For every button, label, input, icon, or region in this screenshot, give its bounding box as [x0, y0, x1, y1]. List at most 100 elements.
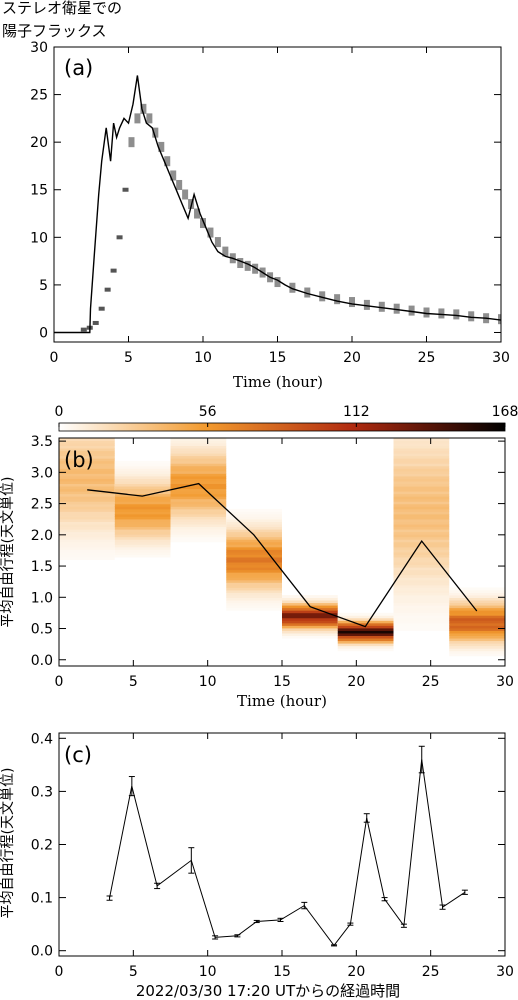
heatmap-cell — [393, 628, 450, 631]
gray-data-point — [200, 218, 206, 229]
heatmap-cell — [393, 455, 450, 459]
y-tick-label: 0.5 — [31, 622, 53, 638]
gray-data-point — [363, 299, 370, 310]
gray-data-point — [182, 189, 189, 200]
gray-data-point — [378, 301, 385, 312]
heatmap-cell — [114, 539, 171, 543]
heatmap-cell — [170, 448, 227, 452]
heatmap-cell — [114, 468, 171, 472]
heatmap-cell — [337, 620, 394, 624]
x-tick-label: 0 — [50, 350, 59, 366]
heatmap-cell — [59, 440, 115, 444]
heatmap-cell — [282, 600, 338, 604]
heatmap-cell — [59, 448, 115, 452]
heatmap-cell — [226, 549, 282, 553]
heatmap-cell — [393, 587, 450, 591]
heatmap-cell — [59, 514, 115, 517]
heatmap-cell — [337, 628, 394, 631]
heatmap-cell — [393, 592, 450, 596]
heatmap-cell — [114, 506, 171, 510]
heatmap-cell — [393, 534, 450, 538]
heatmap-cell — [114, 476, 171, 479]
heatmap-cell — [226, 554, 282, 558]
heatmap-cell — [226, 519, 282, 522]
heatmap-cell — [170, 493, 227, 497]
gray-data-point — [498, 314, 501, 325]
x-tick-label: 20 — [347, 964, 365, 980]
heatmap-cell — [59, 491, 115, 495]
heatmap-cell — [449, 607, 505, 611]
heatmap-cell — [393, 486, 450, 490]
heatmap-cell — [114, 501, 171, 505]
gray-data-point — [194, 208, 201, 219]
heatmap-cell — [393, 450, 450, 454]
heatmap-cell — [226, 567, 282, 571]
heatmap-cell — [393, 625, 450, 629]
y-tick-label: 25 — [30, 88, 48, 104]
heatmap-cell — [226, 607, 282, 611]
heatmap-cell — [59, 508, 115, 512]
heatmap-cell — [170, 519, 227, 522]
heatmap-cell — [59, 445, 115, 449]
y-tick-label: 3.0 — [31, 465, 53, 481]
heatmap-cell — [449, 600, 505, 604]
heatmap-cell — [393, 508, 450, 512]
heatmap-cell — [226, 577, 282, 581]
heatmap-cell — [170, 463, 227, 467]
y-tick-label: 1.0 — [31, 590, 53, 606]
heatmap-cell — [393, 526, 450, 530]
heatmap-cell — [449, 587, 505, 591]
gray-data-point — [98, 306, 105, 311]
gray-data-point — [453, 309, 460, 320]
heatmap-cell — [226, 552, 282, 555]
panel-c-ticks: 0 5 10 15 20 25 30 0.0 0.1 0.2 0.3 0.4 — [31, 731, 514, 980]
heatmap-cell — [226, 508, 282, 512]
heatmap-cell — [170, 450, 227, 454]
heatmap-cell — [393, 501, 450, 505]
heatmap-cell — [337, 633, 394, 636]
panel-c-line-series — [106, 745, 468, 947]
x-tick-label: 10 — [199, 674, 217, 690]
heatmap-cell — [449, 628, 505, 631]
heatmap-cell — [393, 519, 450, 522]
gray-data-point — [393, 303, 400, 314]
heatmap-cell — [282, 602, 338, 606]
heatmap-cell — [114, 470, 171, 474]
heatmap-cell — [170, 539, 227, 543]
heatmap-cell — [114, 554, 171, 558]
heatmap-cell — [170, 488, 227, 492]
heatmap-cell — [393, 483, 450, 487]
heatmap-cell — [114, 493, 171, 497]
panel-a-ticks: 0 5 10 15 20 25 30 0 5 10 15 20 25 30 — [30, 40, 510, 366]
heatmap-cell — [226, 574, 282, 578]
heatmap-cell — [226, 541, 282, 545]
heatmap-cell — [393, 514, 450, 517]
y-tick-label: 5 — [39, 278, 48, 294]
heatmap-cell — [393, 612, 450, 616]
heatmap-cell — [114, 488, 171, 492]
heatmap-cell — [393, 453, 450, 457]
heatmap-cell — [393, 516, 450, 520]
heatmap-cell — [59, 531, 115, 535]
heatmap-cell — [449, 615, 505, 619]
heatmap-cell — [59, 539, 115, 543]
heatmap-cell — [226, 587, 282, 591]
heatmap-cell — [170, 526, 227, 530]
heatmap-cell — [393, 503, 450, 507]
heatmap-cell — [393, 463, 450, 467]
heatmap-cell — [114, 463, 171, 467]
heatmap-cell — [59, 506, 115, 510]
heatmap-cell — [59, 544, 115, 548]
heatmap-cell — [393, 465, 450, 469]
gray-data-point — [80, 327, 87, 332]
heatmap-cell — [337, 638, 394, 642]
heatmap-cell — [59, 463, 115, 467]
heatmap-cell — [393, 460, 450, 464]
heatmap-cell — [449, 592, 505, 596]
heatmap-cell — [393, 605, 450, 609]
heatmap-cell — [226, 526, 282, 530]
heatmap-cell — [170, 478, 227, 482]
heatmap-cell — [114, 481, 171, 484]
panel-b-line-series — [87, 482, 478, 628]
heatmap-cell — [59, 486, 115, 490]
